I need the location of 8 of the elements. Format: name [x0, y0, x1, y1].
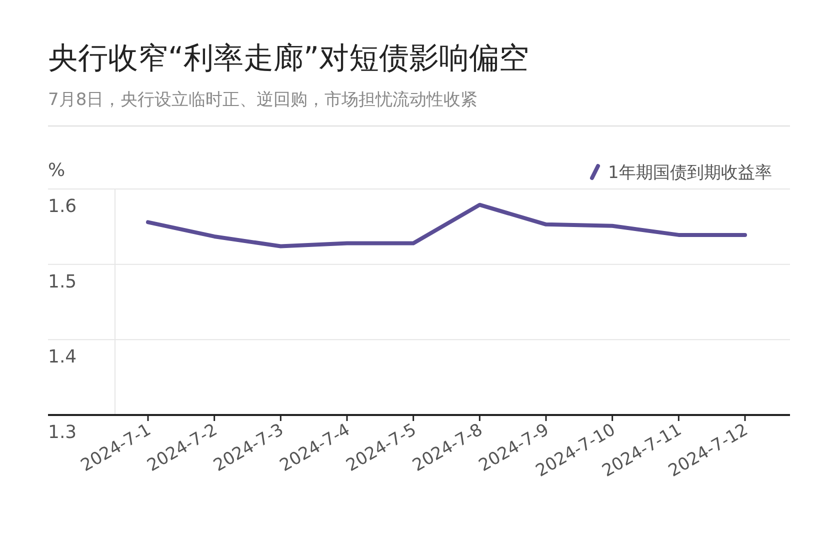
y-tick-label: 1.6 [48, 196, 77, 217]
y-tick-label: 1.5 [48, 271, 77, 292]
chart-subtitle: 7月8日，央行设立临时正、逆回购，市场担忧流动性收紧 [48, 90, 478, 110]
chart-title: 央行收窄“利率走廊”对短债影响偏空 [48, 41, 530, 76]
y-tick-label: 1.4 [48, 346, 77, 368]
legend-label: 1年期国债到期收益率 [608, 163, 772, 183]
y-tick-label: 1.3 [48, 422, 77, 443]
y-axis-title: % [48, 160, 66, 181]
